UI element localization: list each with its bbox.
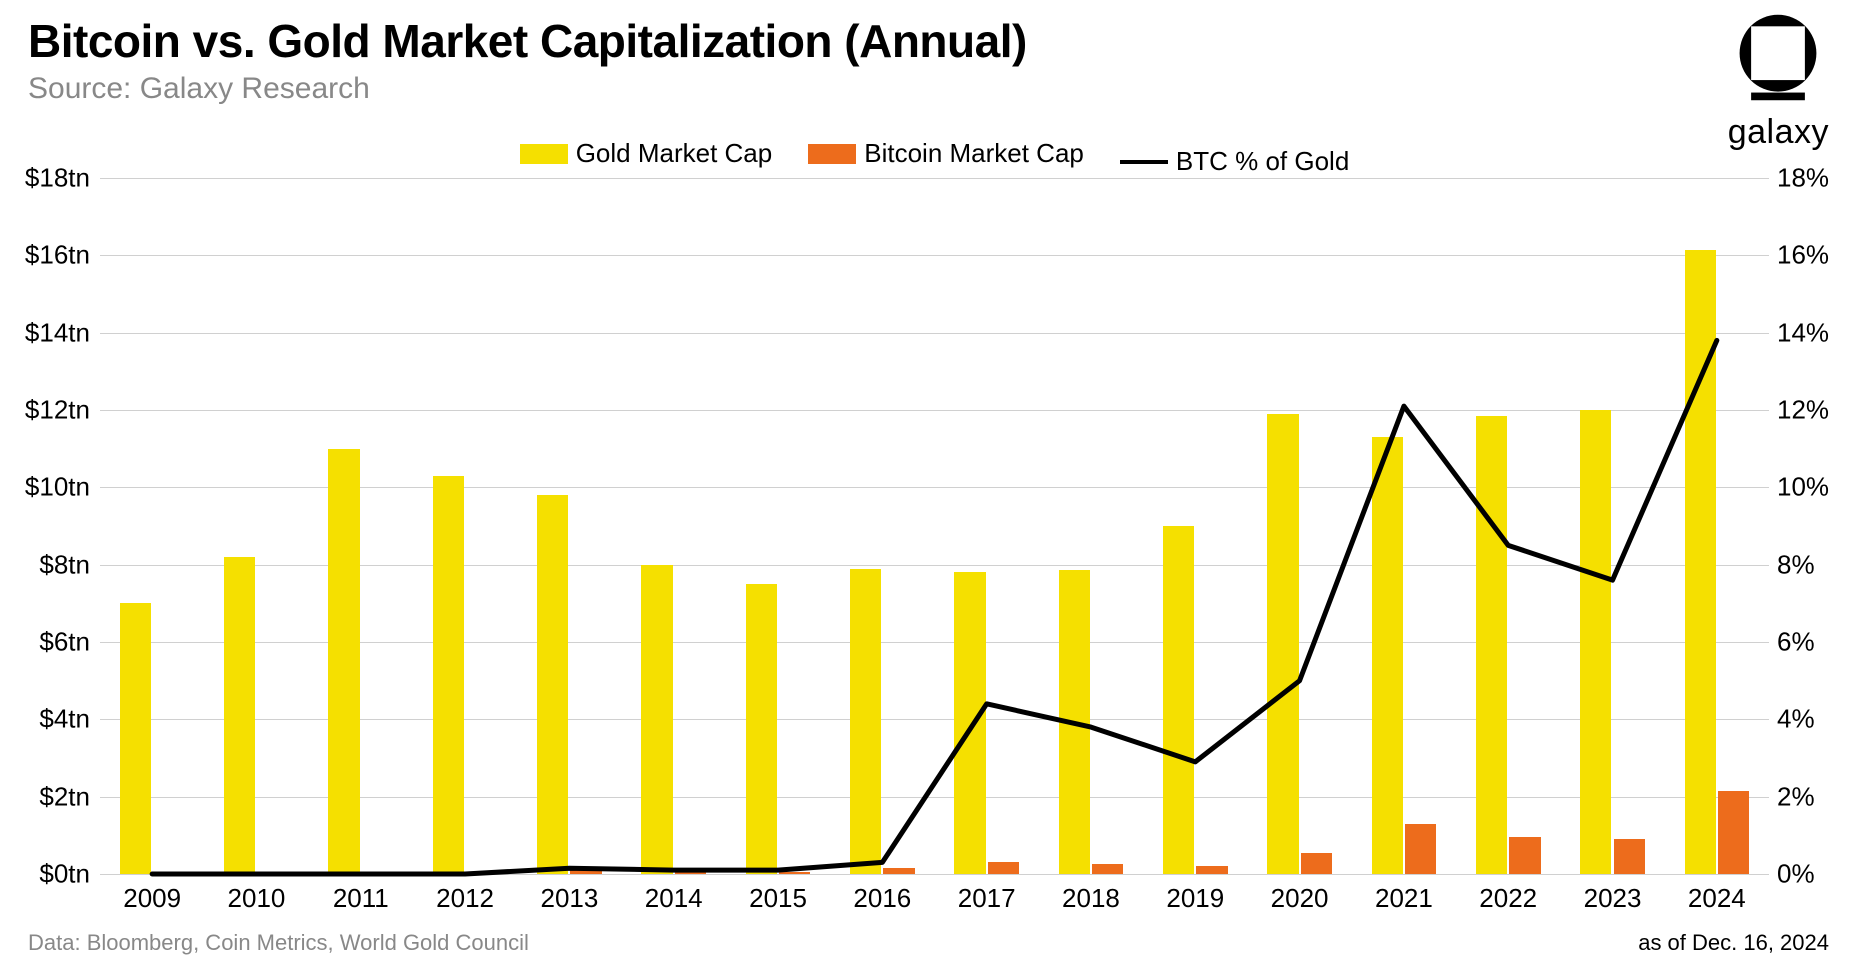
y-axis-left-tick: $14tn: [20, 317, 90, 348]
chart-header: Bitcoin vs. Gold Market Capitalization (…: [28, 14, 1027, 106]
y-axis-left-tick: $16tn: [20, 240, 90, 271]
y-axis-left-tick: $0tn: [20, 859, 90, 890]
x-axis-tick: 2024: [1688, 883, 1746, 914]
x-axis-tick: 2014: [645, 883, 703, 914]
x-axis-tick: 2013: [540, 883, 598, 914]
footer-data-source: Data: Bloomberg, Coin Metrics, World Gol…: [28, 930, 529, 956]
legend-swatch: [520, 144, 568, 164]
x-axis-tick: 2009: [123, 883, 181, 914]
y-axis-right-tick: 14%: [1777, 317, 1847, 348]
y-axis-right-tick: 18%: [1777, 163, 1847, 194]
y-axis-left-tick: $12tn: [20, 395, 90, 426]
x-axis-tick: 2017: [958, 883, 1016, 914]
legend-line-marker: [1120, 160, 1168, 164]
chart-title: Bitcoin vs. Gold Market Capitalization (…: [28, 14, 1027, 68]
y-axis-right-tick: 10%: [1777, 472, 1847, 503]
y-axis-left-tick: $10tn: [20, 472, 90, 503]
x-axis-tick: 2018: [1062, 883, 1120, 914]
x-axis-tick: 2022: [1479, 883, 1537, 914]
y-axis-left-tick: $6tn: [20, 627, 90, 658]
legend-item: BTC % of Gold: [1120, 146, 1349, 177]
plot-area: $0tn0%$2tn2%$4tn4%$6tn6%$8tn8%$10tn10%$1…: [100, 178, 1769, 874]
chart-subtitle: Source: Galaxy Research: [28, 72, 1027, 106]
x-axis-tick: 2023: [1584, 883, 1642, 914]
y-axis-left-tick: $8tn: [20, 549, 90, 580]
x-axis-tick: 2020: [1271, 883, 1329, 914]
brand-logo: galaxy: [1728, 10, 1829, 152]
y-axis-right-tick: 6%: [1777, 627, 1847, 658]
legend-label: Gold Market Cap: [576, 138, 773, 169]
x-axis-tick: 2021: [1375, 883, 1433, 914]
y-axis-right-tick: 8%: [1777, 549, 1847, 580]
footer-date: as of Dec. 16, 2024: [1638, 930, 1829, 956]
btc-pct-line: [100, 178, 1769, 874]
y-axis-left-tick: $18tn: [20, 163, 90, 194]
legend-label: BTC % of Gold: [1176, 146, 1349, 177]
x-axis-tick: 2011: [333, 883, 389, 914]
y-axis-left-tick: $4tn: [20, 704, 90, 735]
legend-swatch: [808, 144, 856, 164]
y-axis-right-tick: 12%: [1777, 395, 1847, 426]
x-axis-tick: 2015: [749, 883, 807, 914]
y-axis-right-tick: 0%: [1777, 859, 1847, 890]
y-axis-right-tick: 2%: [1777, 781, 1847, 812]
x-axis-tick: 2012: [436, 883, 494, 914]
chart-legend: Gold Market Cap Bitcoin Market Cap BTC % o…: [0, 138, 1869, 177]
y-axis-right-tick: 16%: [1777, 240, 1847, 271]
legend-item: Bitcoin Market Cap: [808, 138, 1084, 169]
galaxy-logo-icon: [1730, 10, 1826, 106]
y-axis-right-tick: 4%: [1777, 704, 1847, 735]
legend-item: Gold Market Cap: [520, 138, 773, 169]
y-axis-left-tick: $2tn: [20, 781, 90, 812]
x-axis-tick: 2010: [228, 883, 286, 914]
x-axis-tick: 2019: [1166, 883, 1224, 914]
legend-label: Bitcoin Market Cap: [864, 138, 1084, 169]
x-axis-tick: 2016: [853, 883, 911, 914]
